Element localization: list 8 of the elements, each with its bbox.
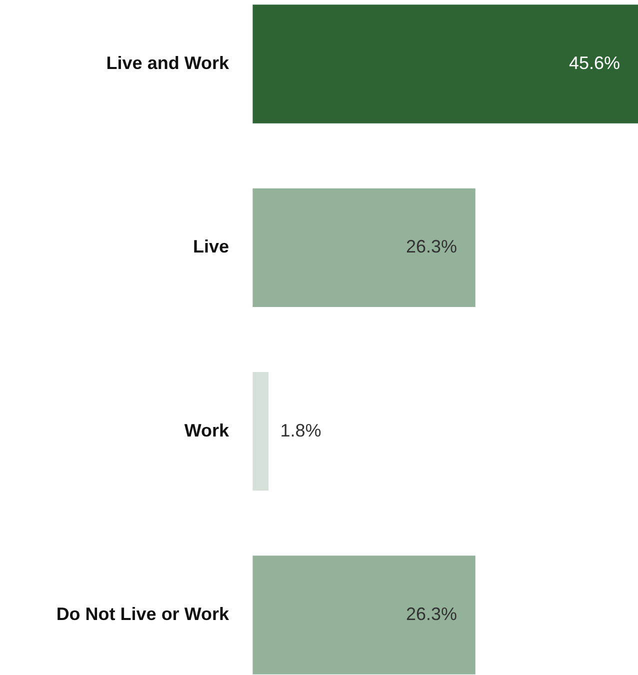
y-tick-label: Live and Work [106,52,230,73]
data-label: 1.8% [280,420,322,440]
y-tick-label: Do Not Live or Work [56,604,230,624]
data-label: 45.6% [568,52,620,73]
data-label: 26.3% [406,604,458,624]
y-tick-label: Live [192,236,229,257]
y-tick-label: Work [184,420,230,440]
data-label: 26.3% [406,236,458,257]
